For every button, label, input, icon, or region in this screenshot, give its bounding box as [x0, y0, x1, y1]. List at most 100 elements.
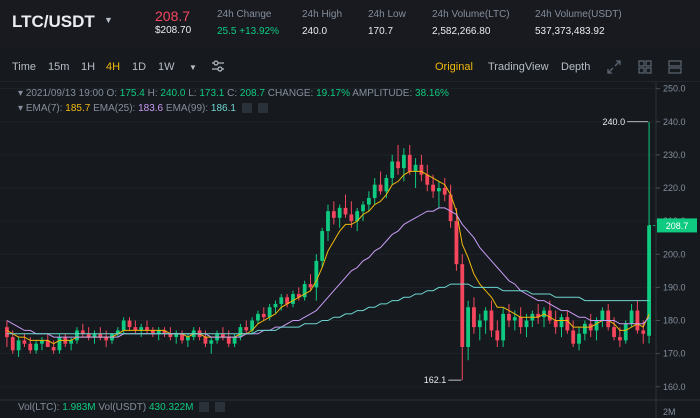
ema-info: ▾ EMA(7): 185.7 EMA(25): 183.6 EMA(99): … — [18, 103, 268, 117]
candle-body — [355, 211, 360, 222]
candle-body — [185, 337, 190, 341]
candle-body — [577, 333, 581, 344]
list-layout-icon[interactable] — [667, 59, 683, 75]
amplitude-label: AMPLITUDE: — [352, 88, 413, 99]
candle-body — [10, 337, 15, 351]
candle-body — [361, 204, 365, 212]
stat-label: 24h High — [302, 9, 343, 20]
stat-24h-low: 24h Low 170.7 — [368, 9, 406, 37]
stat-value: 240.0 — [302, 26, 328, 37]
ema99-value: 186.1 — [210, 103, 236, 114]
view-depth[interactable]: Depth — [561, 61, 591, 73]
stat-value: 170.7 — [368, 26, 394, 37]
candle-body — [308, 284, 313, 288]
amplitude-value: 38.16% — [415, 88, 449, 99]
interval-1w[interactable]: 1W — [158, 61, 175, 73]
candle-body — [261, 313, 266, 318]
candle-body — [419, 164, 424, 175]
candle-body — [69, 340, 74, 344]
candle-body — [326, 211, 330, 232]
candle-body — [647, 225, 651, 336]
candle-body — [40, 340, 44, 344]
candle-datetime: 2021/09/13 19:00 — [25, 88, 104, 99]
close-label: C: — [227, 88, 238, 99]
candle-body — [250, 320, 255, 331]
axis-tick-label: 240.0 — [663, 117, 686, 127]
candle-body — [86, 333, 91, 338]
candle-body — [314, 260, 319, 288]
candle-body — [612, 327, 616, 338]
view-original[interactable]: Original — [435, 61, 473, 73]
candle-body — [98, 333, 103, 338]
expand-icon[interactable] — [606, 59, 622, 75]
price-axis: 250.0240.0230.0220.0210.0200.0190.0180.0… — [424, 82, 697, 418]
close-value: 208.7 — [239, 88, 265, 99]
candle-body — [226, 337, 231, 344]
candle-body — [448, 194, 453, 222]
candle-body — [127, 320, 132, 328]
candle-body — [366, 197, 371, 205]
candlestick-chart[interactable]: 250.0240.0230.0220.0210.0200.0190.0180.0… — [0, 82, 700, 418]
ohlc-info: ▾ 2021/09/13 19:00 O: 175.4 H: 240.0 L: … — [18, 88, 449, 102]
view-tradingview[interactable]: TradingView — [488, 61, 549, 73]
indicator-close-icon[interactable] — [257, 103, 268, 114]
candle-body — [547, 310, 552, 321]
candle-body — [606, 310, 611, 328]
vol-ltc-label: Vol(LTC): — [18, 402, 60, 413]
candle-body — [495, 330, 500, 341]
ema25-line — [6, 207, 650, 338]
candle-body — [466, 307, 471, 347]
interval-1d[interactable]: 1D — [132, 61, 147, 73]
collapse-caret-icon[interactable]: ▾ — [18, 88, 24, 99]
more-intervals-caret-icon[interactable]: ▼ — [189, 63, 197, 72]
candle-body — [168, 333, 173, 338]
candles — [5, 121, 651, 381]
axis-tick-label: 180.0 — [663, 316, 686, 326]
interval-time[interactable]: Time — [12, 61, 37, 73]
volume-settings-icon[interactable] — [199, 402, 210, 413]
vol-ltc-value: 1.983M — [62, 402, 96, 413]
candle-body — [16, 340, 21, 351]
stat-24h-volume-ltc: 24h Volume(LTC) 2,582,266.80 — [432, 9, 510, 37]
chevron-down-icon[interactable]: ▼ — [104, 15, 113, 25]
interval-1h[interactable]: 1H — [81, 61, 96, 73]
vol-usdt-label: Vol(USDT) — [98, 402, 147, 413]
ema25-value: 183.6 — [138, 103, 164, 114]
vol-usdt-value: 430.322M — [149, 402, 194, 413]
candle-body — [431, 184, 435, 192]
ema25-label: EMA(25): — [93, 103, 136, 114]
candle-body — [483, 310, 488, 321]
candle-body — [180, 333, 184, 341]
interval-4h[interactable]: 4H — [106, 61, 121, 73]
candle-body — [267, 307, 272, 318]
candle-body — [477, 320, 482, 328]
candle-body — [232, 337, 237, 344]
candle-body — [629, 310, 634, 324]
low-value: 173.1 — [199, 88, 225, 99]
stat-value: 537,373,483.92 — [535, 26, 605, 37]
ema-lines — [6, 170, 650, 345]
candle-body — [133, 327, 138, 331]
collapse-caret-icon[interactable]: ▾ — [18, 103, 24, 114]
volume-close-icon[interactable] — [215, 402, 226, 413]
candle-body — [28, 343, 33, 351]
candle-body — [203, 337, 208, 344]
indicator-settings-icon[interactable] — [211, 59, 225, 73]
axis-tick-label: 200.0 — [663, 249, 686, 259]
candle-body — [536, 313, 541, 318]
candle-body — [437, 188, 441, 192]
candle-body — [600, 310, 605, 321]
ema99-label: EMA(99): — [165, 103, 209, 114]
candle-body — [45, 340, 50, 347]
candle-body — [396, 161, 400, 169]
candle-body — [150, 330, 155, 334]
ticker-header: LTC/USDT ▼ 208.7 $208.70 24h Change 25.5… — [0, 0, 700, 50]
axis-tick-label: 160.0 — [663, 382, 686, 392]
candle-body — [285, 297, 290, 304]
interval-15m[interactable]: 15m — [48, 61, 70, 73]
indicator-settings-icon[interactable] — [241, 103, 252, 114]
grid-layout-icon[interactable] — [637, 59, 653, 75]
candle-body — [407, 154, 412, 172]
ema7-label: EMA(7): — [25, 103, 63, 114]
pair-selector[interactable]: LTC/USDT — [12, 12, 95, 31]
